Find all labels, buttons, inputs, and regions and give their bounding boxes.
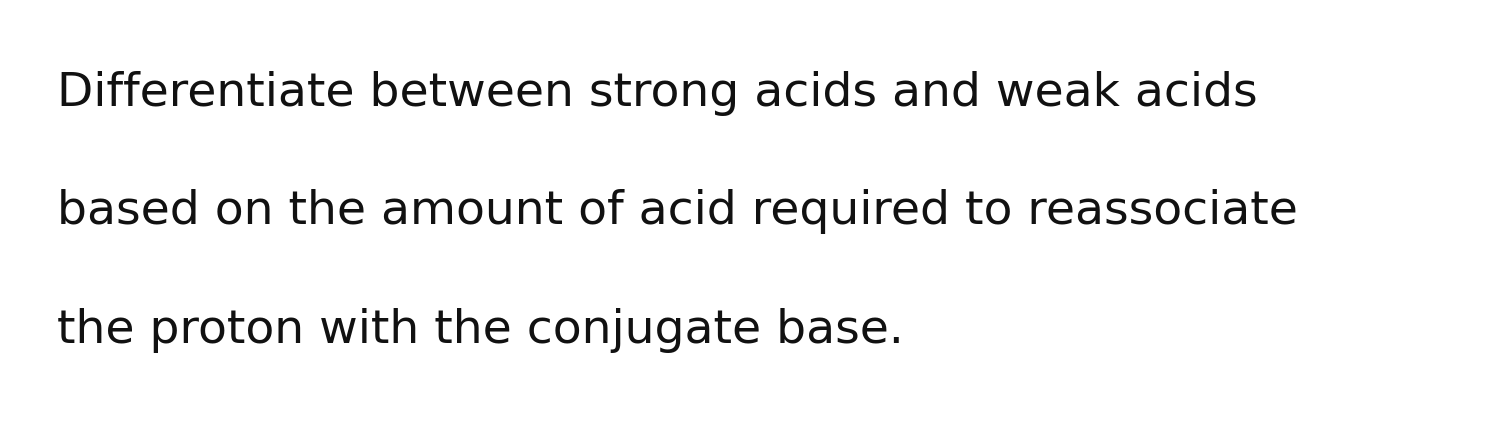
Text: based on the amount of acid required to reassociate: based on the amount of acid required to … [57, 190, 1298, 234]
Text: the proton with the conjugate base.: the proton with the conjugate base. [57, 308, 904, 353]
Text: Differentiate between strong acids and weak acids: Differentiate between strong acids and w… [57, 71, 1257, 116]
